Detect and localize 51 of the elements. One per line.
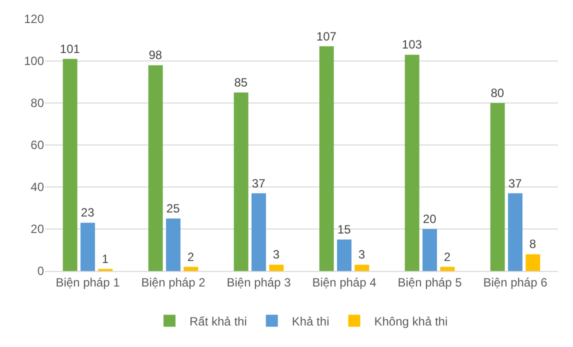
data-label: 103	[402, 38, 422, 52]
x-tick-label: Biện pháp 4	[312, 275, 377, 290]
bar	[526, 254, 540, 271]
legend-label: Không khả thi	[374, 314, 448, 328]
y-tick-label: 80	[30, 96, 44, 110]
data-label: 80	[490, 86, 504, 100]
bar	[404, 54, 420, 271]
bar	[319, 46, 334, 271]
y-tick-label: 40	[30, 180, 44, 194]
bar	[354, 264, 370, 271]
x-tick-label: Biện pháp 3	[226, 275, 292, 290]
data-label: 15	[337, 222, 352, 236]
data-label: 20	[422, 212, 437, 226]
bar	[148, 65, 163, 271]
data-label: 107	[316, 29, 337, 44]
data-label: 2	[444, 250, 451, 264]
bar	[184, 266, 198, 271]
y-tick-label: 120	[24, 12, 44, 26]
data-label: 37	[508, 176, 522, 190]
y-tick-label: 100	[24, 54, 44, 68]
y-tick-label: 20	[30, 222, 44, 236]
x-tick-label: Biện pháp 2	[141, 275, 206, 290]
legend-label: Khả thi	[292, 314, 330, 328]
bar	[440, 266, 455, 271]
bar	[62, 58, 78, 271]
data-label: 23	[80, 206, 95, 220]
bar	[80, 222, 95, 271]
y-tick-label: 60	[30, 138, 44, 152]
data-label: 2	[187, 250, 194, 264]
data-label: 3	[272, 248, 280, 262]
x-tick-label: Biện pháp 6	[483, 275, 548, 290]
x-tick-label: Biện pháp 5	[398, 275, 462, 290]
bar	[490, 103, 505, 271]
data-label: 3	[358, 248, 366, 262]
data-label: 8	[529, 237, 536, 252]
bar	[252, 193, 266, 271]
data-label: 98	[148, 48, 162, 62]
data-label: 37	[252, 176, 266, 190]
data-label: 101	[60, 42, 80, 56]
x-tick-label: Biện pháp 1	[56, 275, 120, 290]
data-label: 85	[234, 76, 248, 90]
y-tick-label: 0	[37, 264, 44, 278]
bar	[234, 92, 248, 271]
bar	[337, 240, 352, 271]
legend-label: Rất khả thi	[190, 314, 247, 328]
bar	[269, 264, 284, 271]
data-label: 25	[166, 202, 180, 216]
bar	[508, 193, 522, 271]
bar	[166, 218, 180, 271]
data-label: 1	[102, 252, 109, 266]
bar	[422, 229, 437, 271]
